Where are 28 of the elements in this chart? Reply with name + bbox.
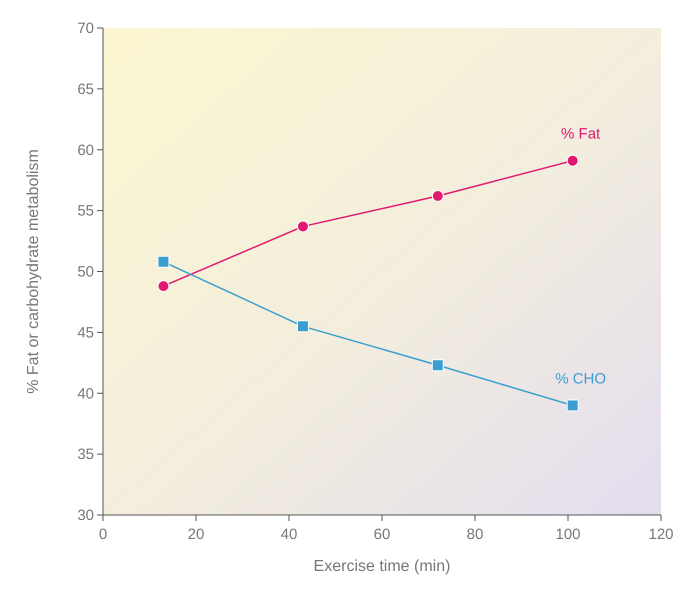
point bbox=[296, 220, 309, 232]
y-tick-label: 60 bbox=[77, 142, 94, 159]
x-tick-label: 0 bbox=[98, 526, 108, 543]
y-tick-label: 35 bbox=[77, 446, 94, 464]
x-tick-label: 100 bbox=[555, 526, 581, 543]
point bbox=[432, 359, 444, 372]
x-tick-label: 40 bbox=[280, 526, 298, 543]
y-tick-label: 50 bbox=[77, 264, 94, 280]
x-tick-label: 20 bbox=[188, 526, 204, 543]
point bbox=[157, 256, 170, 268]
x-tick-label: 80 bbox=[466, 526, 484, 543]
y-tick-label: 70 bbox=[77, 20, 94, 37]
point bbox=[566, 154, 579, 167]
point bbox=[566, 399, 579, 412]
point bbox=[296, 320, 309, 332]
y-axis-title: % Fat or carbohydrate metabolism bbox=[25, 149, 42, 394]
point bbox=[157, 280, 170, 292]
y-tick-label: 45 bbox=[77, 324, 94, 342]
y-tick-label: 40 bbox=[77, 385, 94, 402]
y-tick-label: 65 bbox=[77, 80, 94, 98]
x-axis-title: Exercise time (min) bbox=[314, 558, 450, 575]
y-tick-label: 55 bbox=[77, 202, 94, 220]
y-tick-label: 30 bbox=[77, 507, 94, 524]
point bbox=[432, 190, 444, 202]
x-tick-label: 120 bbox=[648, 526, 674, 543]
series-label: % Fat bbox=[561, 126, 602, 143]
x-tick-label: 60 bbox=[374, 526, 390, 543]
series-label: % CHO bbox=[555, 370, 606, 388]
